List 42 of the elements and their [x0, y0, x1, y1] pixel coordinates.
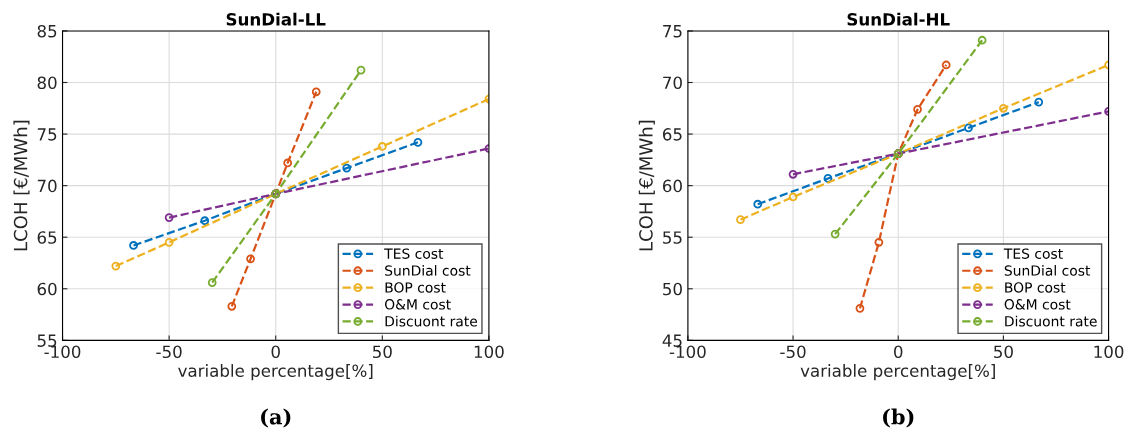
x-tick-label: 50 — [373, 345, 392, 359]
text: (b) — [883, 408, 914, 428]
y-tick-label: 70 — [663, 76, 682, 90]
legend-label: BOP cost — [1005, 282, 1066, 293]
y-tick-label: 60 — [37, 282, 57, 296]
legend-label: BOP cost — [385, 282, 446, 293]
legend-label: SunDial cost — [385, 265, 471, 276]
x-axis-title: variable percentage[%] — [800, 364, 995, 381]
y-tick-label: 55 — [37, 334, 57, 347]
y-tick-label: 65 — [37, 231, 57, 244]
y-tick-label: 85 — [37, 24, 57, 38]
legend-label: Discuont rate — [385, 315, 478, 327]
text: (a) — [261, 408, 291, 428]
x-tick-label: 100 — [474, 345, 504, 359]
chart-title: SunDial-HL — [847, 12, 950, 26]
y-tick-label: 60 — [662, 179, 682, 193]
x-tick-label: 0 — [894, 345, 903, 359]
y-axis-title: LCOH [€/MWh] — [13, 120, 30, 251]
x-tick-label: 50 — [994, 345, 1013, 359]
x-tick-label: 100 — [1094, 345, 1124, 359]
legend-label: O&M cost — [1004, 299, 1071, 310]
y-tick-label: 80 — [37, 76, 57, 90]
x-axis-title: variable percentage[%] — [178, 364, 373, 381]
legend-label: TES cost — [384, 248, 444, 259]
x-tick-label: -50 — [780, 345, 806, 359]
y-axis-title: LCOH [€/MWh] — [638, 120, 655, 251]
legend-label: TES cost — [1003, 248, 1063, 259]
y-tick-label: 75 — [37, 128, 57, 141]
y-tick-label: 70 — [37, 179, 57, 193]
legend-label: O&M cost — [384, 299, 451, 310]
legend-label: SunDial cost — [1004, 265, 1091, 276]
y-tick-label: 75 — [663, 25, 682, 38]
x-tick-label: -100 — [669, 345, 706, 359]
y-tick-label: 55 — [663, 231, 682, 244]
y-tick-label: 65 — [662, 128, 682, 141]
chart-title: SunDial-LL — [226, 12, 326, 26]
y-tick-label: 45 — [662, 334, 682, 347]
x-tick-label: 0 — [271, 345, 280, 359]
y-tick-label: 50 — [663, 282, 682, 296]
x-tick-label: -50 — [156, 345, 182, 359]
legend-label: Discuont rate — [1005, 315, 1097, 327]
x-tick-label: -100 — [44, 345, 81, 359]
